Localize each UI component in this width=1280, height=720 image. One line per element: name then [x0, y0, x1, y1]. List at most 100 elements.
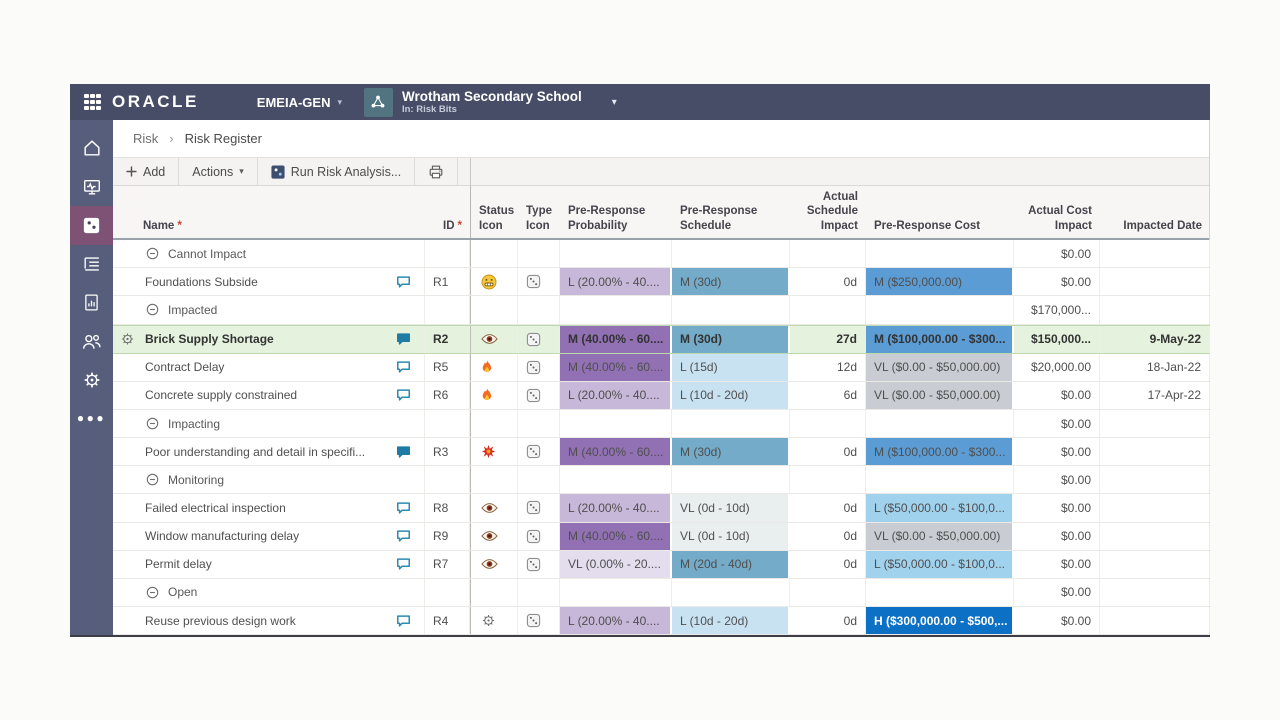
risk-row[interactable]: Brick Supply Shortage R2 M (40.00% - 60...…	[113, 324, 1210, 354]
column-header-status[interactable]: Status Icon	[470, 186, 518, 239]
impacted-date-cell[interactable]	[1100, 268, 1210, 296]
schedule-cell[interactable]: L (10d - 20d)	[672, 606, 790, 635]
column-header-id[interactable]: ID *	[425, 186, 470, 238]
risk-row[interactable]: Failed electrical inspection R8 L (20.00% …	[113, 494, 1210, 523]
group-name-cell[interactable]: Open	[113, 578, 425, 606]
actual-cost-impact-cell[interactable]: $150,000...	[1014, 325, 1100, 353]
schedule-cell[interactable]: M (30d)	[672, 438, 790, 466]
actual-schedule-impact-cell[interactable]: 12d	[790, 353, 866, 381]
id-cell[interactable]: R5	[425, 353, 470, 381]
name-cell[interactable]: Contract Delay	[113, 353, 425, 381]
cost-cell[interactable]: M ($100,000.00 - $300...	[866, 325, 1014, 353]
discussion-icon[interactable]	[396, 332, 411, 346]
column-header-sched[interactable]: Pre-Response Schedule	[672, 186, 790, 238]
type-icon-cell[interactable]	[518, 606, 560, 635]
risk-row[interactable]: Concrete supply constrained R6 L (20.00% -…	[113, 381, 1210, 410]
status-icon-cell[interactable]	[470, 268, 518, 296]
actual-cost-impact-cell[interactable]: $0.00	[1014, 606, 1100, 635]
actual-schedule-impact-cell[interactable]: 0d	[790, 268, 866, 296]
sidebar-item-home[interactable]	[70, 129, 113, 168]
status-icon-cell[interactable]	[470, 522, 518, 550]
group-row[interactable]: Monitoring $0.00	[113, 466, 1210, 495]
cost-cell[interactable]: M ($100,000.00 - $300...	[866, 438, 1014, 466]
type-icon-cell[interactable]	[518, 381, 560, 409]
discussion-icon[interactable]	[396, 445, 411, 459]
actual-schedule-impact-cell[interactable]: 0d	[790, 550, 866, 578]
collapse-group-icon[interactable]	[146, 417, 159, 430]
type-icon-cell[interactable]	[518, 550, 560, 578]
type-icon-cell[interactable]	[518, 353, 560, 381]
type-icon-cell[interactable]	[518, 268, 560, 296]
schedule-cell[interactable]: M (30d)	[672, 268, 790, 296]
impacted-date-cell[interactable]: 18-Jan-22	[1100, 353, 1210, 381]
probability-cell[interactable]: M (40.00% - 60....	[560, 325, 672, 353]
project-chevron-down-icon[interactable]: ▾	[611, 96, 617, 108]
group-name-cell[interactable]: Impacted	[113, 296, 425, 324]
column-header-name[interactable]: Name *	[113, 186, 425, 238]
group-row[interactable]: Open $0.00	[113, 578, 1210, 607]
group-name-cell[interactable]: Monitoring	[113, 466, 425, 494]
column-header-actual_sched[interactable]: Actual Schedule Impact	[790, 186, 866, 238]
impacted-date-cell[interactable]	[1100, 550, 1210, 578]
schedule-cell[interactable]: VL (0d - 10d)	[672, 494, 790, 522]
impacted-date-cell[interactable]: 17-Apr-22	[1100, 381, 1210, 409]
id-cell[interactable]: R6	[425, 381, 470, 409]
status-icon-cell[interactable]	[470, 606, 518, 635]
actual-cost-impact-cell[interactable]: $0.00	[1014, 438, 1100, 466]
column-header-cost[interactable]: Pre-Response Cost	[866, 186, 1014, 238]
actual-schedule-impact-cell[interactable]: 0d	[790, 494, 866, 522]
schedule-cell[interactable]: M (20d - 40d)	[672, 550, 790, 578]
probability-cell[interactable]: L (20.00% - 40....	[560, 606, 672, 635]
schedule-cell[interactable]: VL (0d - 10d)	[672, 522, 790, 550]
status-icon-cell[interactable]	[470, 325, 518, 353]
discussion-icon[interactable]	[396, 614, 411, 628]
cost-cell[interactable]: L ($50,000.00 - $100,0...	[866, 550, 1014, 578]
impacted-date-cell[interactable]: 9-May-22	[1100, 325, 1210, 353]
risk-row[interactable]: Permit delay R7 VL (0.00% - 20.... M (20d -…	[113, 550, 1210, 579]
actual-schedule-impact-cell[interactable]: 0d	[790, 606, 866, 635]
collapse-group-icon[interactable]	[146, 473, 159, 486]
project-badge[interactable]	[363, 87, 393, 117]
impacted-date-cell[interactable]	[1100, 606, 1210, 635]
column-header-prob[interactable]: Pre-Response Probability	[560, 186, 672, 238]
add-button[interactable]: Add	[113, 158, 180, 185]
actual-schedule-impact-cell[interactable]: 6d	[790, 381, 866, 409]
name-cell[interactable]: Reuse previous design work	[113, 606, 425, 635]
actual-cost-impact-cell[interactable]: $0.00	[1014, 494, 1100, 522]
sidebar-item-reports[interactable]	[70, 283, 113, 322]
schedule-cell[interactable]: L (15d)	[672, 353, 790, 381]
type-icon-cell[interactable]	[518, 494, 560, 522]
cost-cell[interactable]: VL ($0.00 - $50,000.00)	[866, 381, 1014, 409]
actual-cost-impact-cell[interactable]: $0.00	[1014, 550, 1100, 578]
name-cell[interactable]: Failed electrical inspection	[113, 494, 425, 522]
workspace-selector[interactable]: EMEIA-GEN ▾	[257, 95, 342, 110]
name-cell[interactable]: Window manufacturing delay	[113, 522, 425, 550]
risk-row[interactable]: Foundations Subside R1 L (20.00% - 40.... M…	[113, 268, 1210, 297]
actual-schedule-impact-cell[interactable]: 0d	[790, 438, 866, 466]
id-cell[interactable]: R7	[425, 550, 470, 578]
breadcrumb-risk-register[interactable]: Risk Register	[184, 131, 262, 146]
actual-schedule-impact-cell[interactable]: 27d	[790, 325, 866, 353]
cost-cell[interactable]: VL ($0.00 - $50,000.00)	[866, 353, 1014, 381]
group-row[interactable]: Impacted $170,000...	[113, 296, 1210, 325]
collapse-group-icon[interactable]	[146, 247, 159, 260]
schedule-cell[interactable]: M (30d)	[672, 325, 790, 353]
name-cell[interactable]: Poor understanding and detail in specifi…	[113, 438, 425, 466]
column-header-date[interactable]: Impacted Date	[1100, 186, 1210, 238]
name-cell[interactable]: Permit delay	[113, 550, 425, 578]
id-cell[interactable]: R4	[425, 606, 470, 635]
discussion-icon[interactable]	[396, 360, 411, 374]
type-icon-cell[interactable]	[518, 522, 560, 550]
type-icon-cell[interactable]	[518, 325, 560, 353]
group-row[interactable]: Impacting $0.00	[113, 409, 1210, 439]
breadcrumb-risk[interactable]: Risk	[133, 131, 159, 146]
status-icon-cell[interactable]	[470, 438, 518, 466]
sidebar-item-risk[interactable]	[70, 206, 113, 245]
collapse-group-icon[interactable]	[146, 303, 159, 316]
probability-cell[interactable]: M (40.00% - 60....	[560, 522, 672, 550]
probability-cell[interactable]: L (20.00% - 40....	[560, 494, 672, 522]
group-name-cell[interactable]: Impacting	[113, 409, 425, 438]
cost-cell[interactable]: L ($50,000.00 - $100,0...	[866, 494, 1014, 522]
discussion-icon[interactable]	[396, 501, 411, 515]
risk-row[interactable]: Contract Delay R5 M (40.00% - 60.... L (15d…	[113, 353, 1210, 382]
